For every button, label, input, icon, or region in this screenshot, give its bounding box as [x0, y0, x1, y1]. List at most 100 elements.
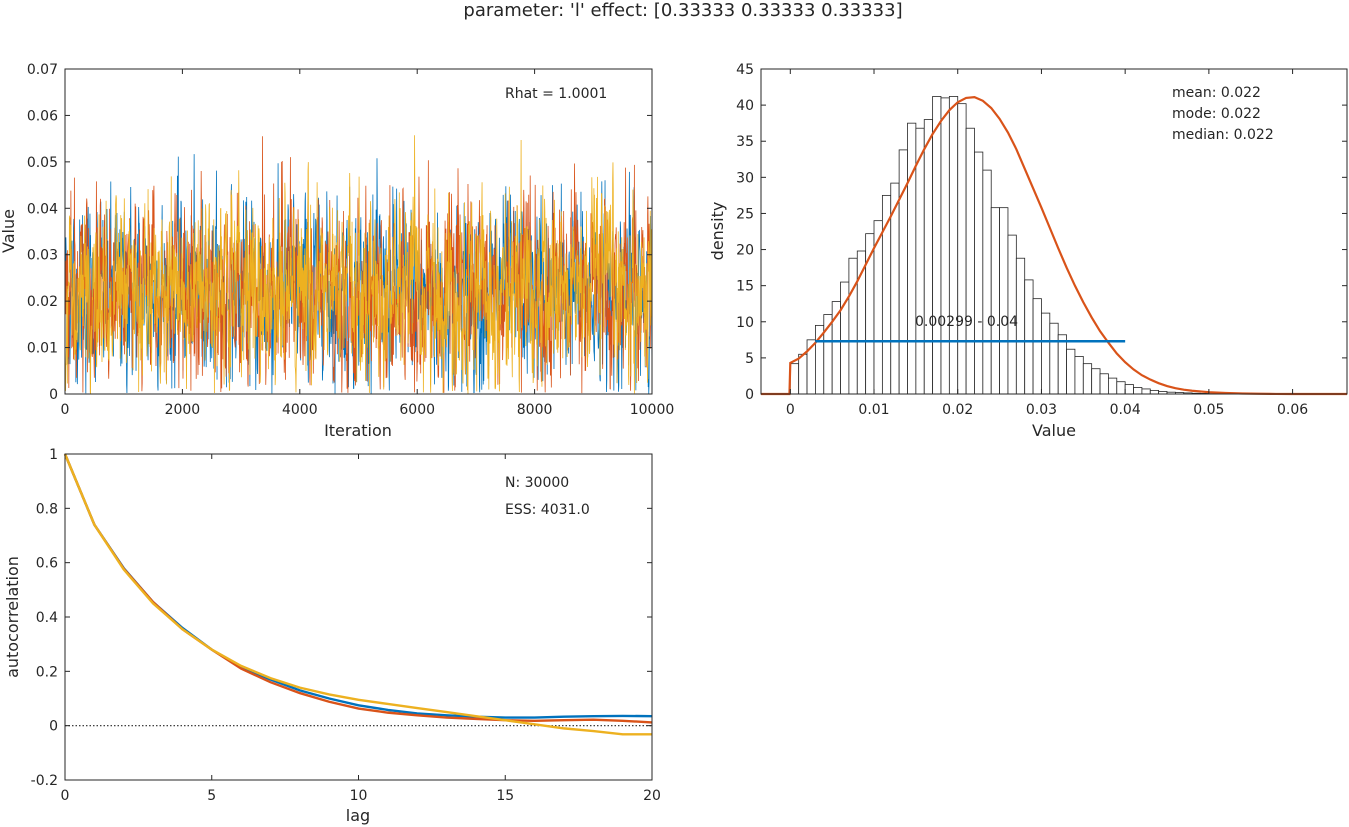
autocorr-series-line-1 [63, 453, 653, 719]
density-xtick-label: 0.01 [858, 402, 889, 418]
density-stat-median: median: 0.022 [1172, 127, 1274, 143]
density-histogram-bar [999, 207, 1009, 395]
trace-ytick-label: 0.07 [27, 62, 58, 78]
autocorr-xtick-label: 20 [643, 788, 661, 804]
density-stat-mean: mean: 0.022 [1172, 85, 1261, 101]
density-histogram-bar [1074, 356, 1084, 395]
density-histogram-bar [957, 103, 967, 395]
density-histogram-bar [1091, 368, 1101, 395]
density-histogram-bar [982, 169, 992, 395]
density-xtick-label: 0.02 [942, 402, 973, 418]
autocorr-ytick-label: 0 [49, 719, 58, 735]
density-histogram-bar [1066, 348, 1076, 395]
trace-xtick-label: 6000 [399, 402, 435, 418]
autocorr-ticks: 0 5 10 15 20-0.200.20.40.60.81 [31, 447, 661, 804]
density-histogram-bar [948, 96, 959, 395]
autocorr-xlabel: lag [346, 806, 370, 825]
density-ylabel: density [708, 202, 727, 261]
trace-ytick-label: 0.04 [27, 201, 58, 217]
trace-plot: 0 2000 4000 6000 8000 10000 0 0.01 0.02 0.03 0.04 0… [0, 62, 674, 440]
density-hdi-label: 0.00299 - 0.04 [915, 314, 1018, 330]
density-xtick-label: 0.03 [1026, 402, 1057, 418]
density-ytick-label: 35 [736, 134, 754, 150]
autocorr-ytick-label: 0.4 [36, 610, 58, 626]
autocorr-ytick-label: 1 [49, 447, 58, 463]
density-xtick-label: 0.06 [1277, 402, 1308, 418]
density-histogram-bar [789, 363, 800, 395]
trace-ytick-label: 0 [49, 387, 58, 403]
trace-rhat-annotation: Rhat = 1.0001 [505, 86, 607, 102]
density-histogram-bar [907, 122, 917, 395]
density-histogram-bar [1057, 334, 1067, 395]
autocorr-stat-n: N: 30000 [505, 475, 569, 491]
autocorr-ytick-label: 0.2 [36, 664, 58, 680]
density-histogram-bar [1041, 312, 1051, 395]
density-stat-mode: mode: 0.022 [1172, 106, 1261, 122]
density-plot: 0 0.01 0.02 0.03 0.04 0.05 0.06 0 5 10 15 20 25 30 35 4… [708, 62, 1348, 440]
autocorr-series-line-2 [63, 453, 653, 724]
density-histogram-bar [1099, 373, 1109, 395]
density-histogram-bar [1049, 322, 1059, 395]
density-ytick-label: 30 [736, 170, 754, 186]
trace-series-group [64, 135, 653, 394]
density-xtick-label: 0.05 [1193, 402, 1224, 418]
autocorr-ytick-label: -0.2 [31, 773, 58, 789]
autocorr-series-group [63, 453, 653, 736]
autocorr-xtick-label: 15 [496, 788, 514, 804]
density-ytick-label: 25 [736, 206, 754, 222]
density-xlabel: Value [1032, 421, 1076, 440]
trace-xlabel: Iteration [324, 421, 392, 440]
trace-ylabel: Value [0, 209, 18, 253]
density-xtick-label: 0 [786, 402, 795, 418]
trace-ytick-label: 0.02 [27, 294, 58, 310]
density-ytick-label: 10 [736, 315, 754, 331]
density-ticks: 0 0.01 0.02 0.03 0.04 0.05 0.06 0 5 10 15 20 25 30 35 4… [736, 62, 1347, 418]
density-histogram-bar [1024, 279, 1034, 395]
trace-ticks: 0 2000 4000 6000 8000 10000 0 0.01 0.02 0.03 0.04 0… [27, 62, 674, 418]
autocorr-xtick-label: 5 [207, 788, 216, 804]
density-xtick-label: 0.04 [1110, 402, 1141, 418]
trace-ytick-label: 0.03 [27, 248, 58, 264]
density-histogram-bar [932, 96, 942, 395]
density-histogram-bar [1133, 387, 1143, 395]
density-kde-line [761, 96, 1347, 396]
trace-ytick-label: 0.06 [27, 108, 58, 124]
density-histogram-bar [848, 257, 858, 395]
autocorr-ytick-label: 0.6 [36, 556, 58, 572]
autocorr-xtick-label: 0 [61, 788, 70, 804]
figure-title: parameter: 'l' effect: [0.33333 0.33333 … [463, 0, 902, 21]
density-histogram-bar [1108, 377, 1118, 395]
autocorrelation-plot: 0 5 10 15 20-0.200.20.40.60.81 N: 30000 ESS:… [3, 447, 661, 825]
autocorr-xtick-label: 10 [350, 788, 368, 804]
trace-xtick-label: 0 [61, 402, 70, 418]
autocorr-stat-ess: ESS: 4031.0 [505, 502, 590, 518]
density-ytick-label: 5 [745, 351, 754, 367]
trace-xtick-label: 8000 [517, 402, 553, 418]
density-histogram-bar [798, 353, 808, 395]
density-ytick-label: 20 [736, 243, 754, 259]
density-ytick-label: 15 [736, 279, 754, 295]
density-histogram-bar [1141, 388, 1151, 395]
trace-series-line-3 [64, 135, 653, 394]
density-histogram-bar [1032, 298, 1042, 395]
density-ytick-label: 0 [745, 387, 754, 403]
density-histogram-bar [965, 127, 975, 395]
trace-xtick-label: 2000 [165, 402, 201, 418]
autocorr-ytick-label: 0.8 [36, 501, 58, 517]
density-kde-curve [761, 96, 1347, 396]
trace-xtick-label: 10000 [630, 402, 675, 418]
density-histogram-bar [923, 119, 934, 395]
density-histogram-bar [1149, 389, 1160, 395]
density-histogram-bar [990, 207, 1000, 395]
density-ytick-label: 45 [736, 62, 754, 78]
density-histogram-bar [1116, 381, 1126, 395]
density-histogram-bar [940, 97, 950, 395]
density-ytick-label: 40 [736, 98, 754, 114]
density-histogram-bar [1082, 363, 1093, 395]
trace-axes-box [64, 68, 653, 395]
density-histogram-bar [915, 127, 925, 395]
density-axes-box [760, 68, 1348, 395]
trace-ytick-label: 0.05 [27, 155, 58, 171]
density-histogram-bar [974, 151, 984, 395]
